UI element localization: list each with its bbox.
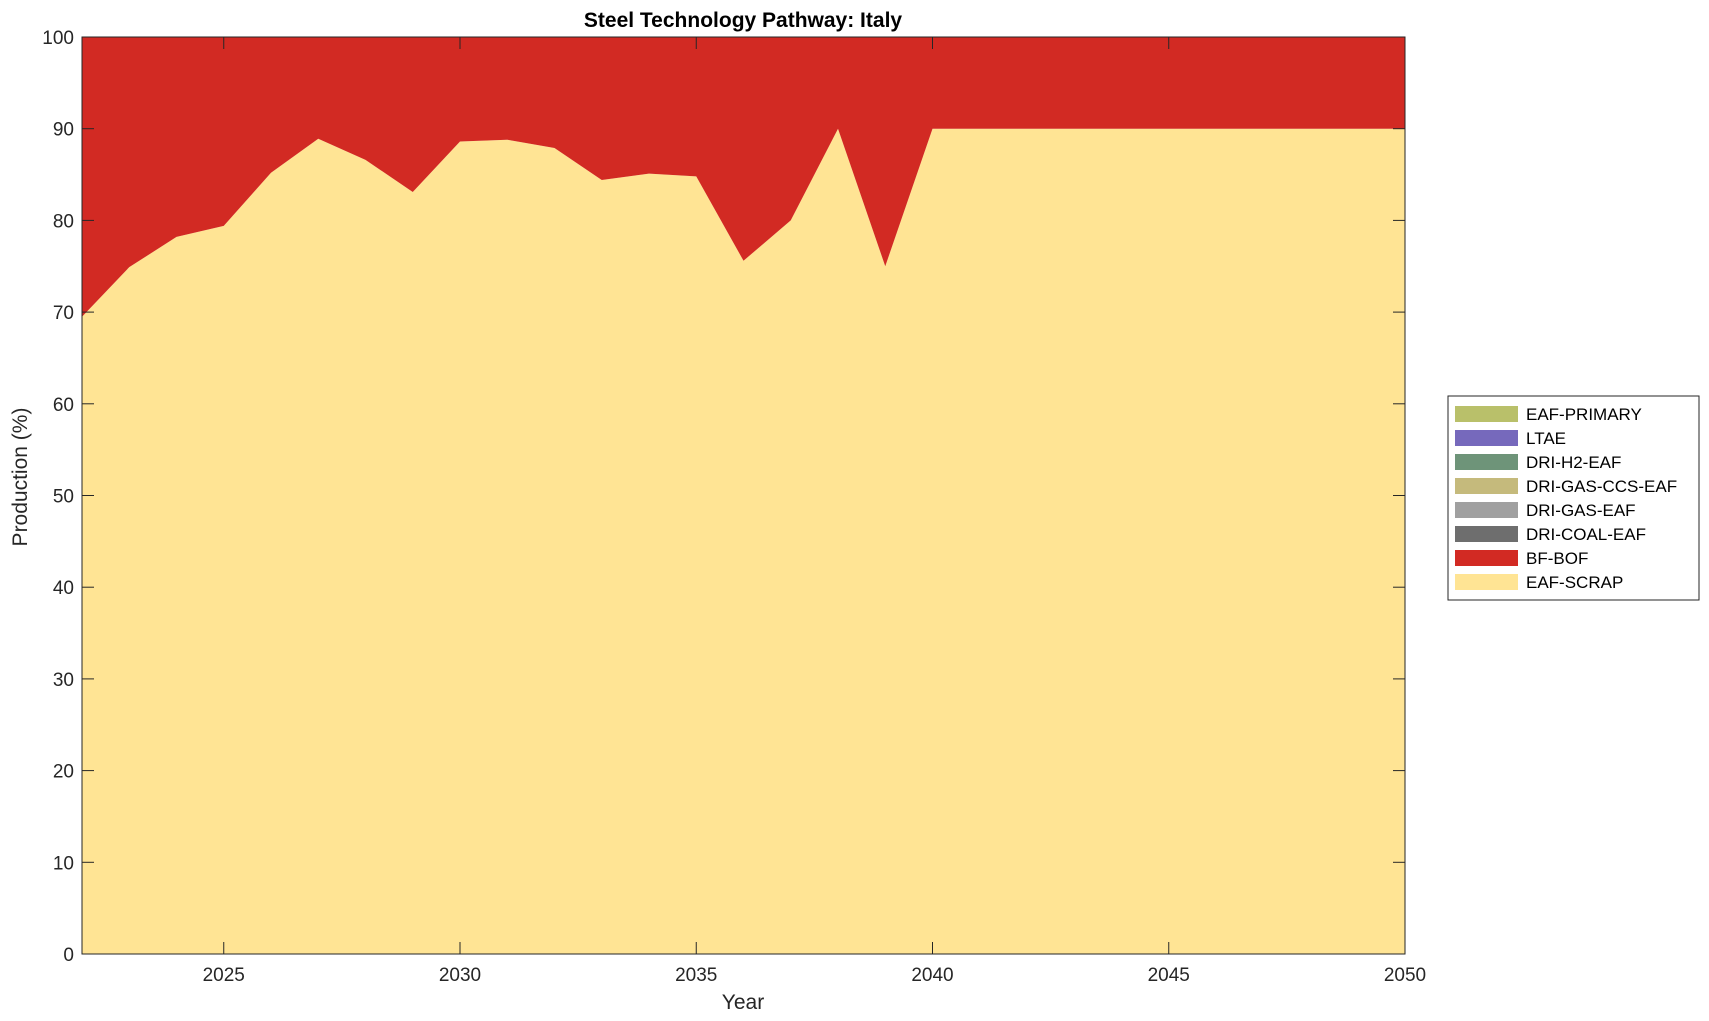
- y-tick-label: 90: [53, 120, 74, 141]
- legend-swatch-bf-bof: [1455, 550, 1518, 566]
- legend-swatch-dri-h2-eaf: [1455, 454, 1518, 470]
- x-tick-label: 2030: [439, 965, 481, 986]
- legend-swatch-dri-coal-eaf: [1455, 526, 1518, 542]
- x-tick-label: 2035: [675, 965, 717, 986]
- y-axis-label: Production (%): [9, 408, 32, 547]
- legend-swatch-eaf-scrap: [1455, 574, 1518, 590]
- y-tick-label: 60: [53, 395, 74, 416]
- y-tick-label: 50: [53, 487, 74, 508]
- area-layers: [82, 37, 1405, 954]
- y-tick-label: 0: [63, 945, 74, 966]
- x-axis-label: Year: [722, 991, 764, 1014]
- legend-label-eaf-scrap: EAF-SCRAP: [1526, 573, 1623, 592]
- area-eaf-scrap: [82, 128, 1405, 954]
- legend-label-bf-bof: BF-BOF: [1526, 549, 1588, 568]
- legend-label-dri-h2-eaf: DRI-H2-EAF: [1526, 453, 1621, 472]
- legend-label-dri-coal-eaf: DRI-COAL-EAF: [1526, 525, 1646, 544]
- chart-title: Steel Technology Pathway: Italy: [584, 9, 903, 32]
- legend-box: [1447, 395, 1700, 601]
- area-bf-bof: [82, 37, 1405, 317]
- x-tick-label: 2025: [203, 965, 245, 986]
- legend-swatch-eaf-primary: [1455, 406, 1518, 422]
- legend-swatch-dri-gas-ccs-eaf: [1455, 478, 1518, 494]
- y-tick-label: 40: [53, 578, 74, 599]
- y-tick-label: 80: [53, 211, 74, 232]
- x-tick-label: 2040: [911, 965, 953, 986]
- x-tick-label: 2045: [1148, 965, 1190, 986]
- legend-label-dri-gas-ccs-eaf: DRI-GAS-CCS-EAF: [1526, 477, 1677, 496]
- y-tick-label: 30: [53, 670, 74, 691]
- axes: 2025 2030 2035 2040 2045 20500102030405060708…: [42, 28, 1426, 986]
- legend-label-ltae: LTAE: [1526, 429, 1566, 448]
- y-tick-label: 20: [53, 762, 74, 783]
- legend-label-dri-gas-eaf: DRI-GAS-EAF: [1526, 501, 1636, 520]
- y-tick-label: 10: [53, 853, 74, 874]
- legend-swatch-ltae: [1455, 430, 1518, 446]
- legend: EAF-PRIMARY LTAE DRI-H2-EAF DRI-GAS-CCS-EAF…: [1447, 395, 1700, 601]
- y-tick-label: 100: [42, 28, 74, 49]
- legend-label-eaf-primary: EAF-PRIMARY: [1526, 405, 1642, 424]
- x-tick-label: 2050: [1384, 965, 1426, 986]
- y-tick-label: 70: [53, 303, 74, 324]
- legend-swatch-dri-gas-eaf: [1455, 502, 1518, 518]
